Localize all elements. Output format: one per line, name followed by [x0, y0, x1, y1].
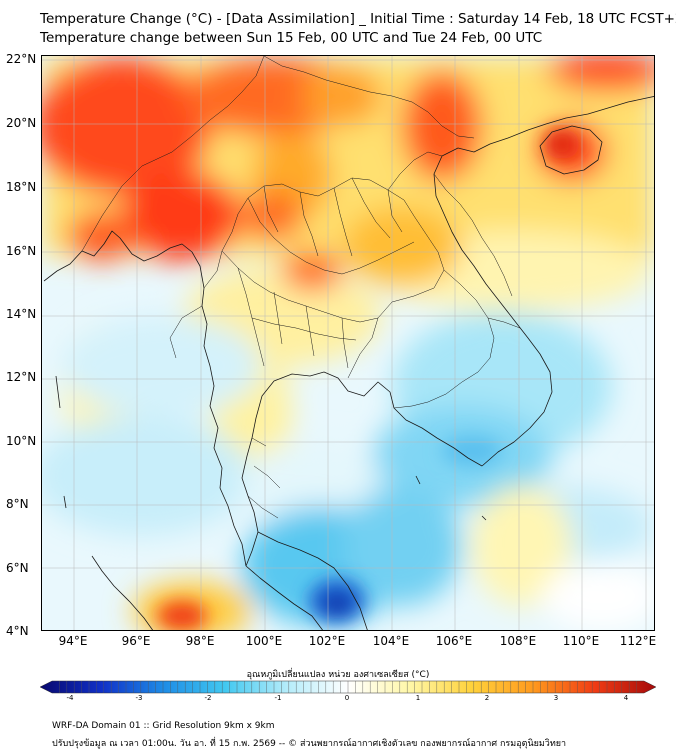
map-subtitle: Temperature change between Sun 15 Feb, 0… [40, 30, 543, 46]
map-gridlines [42, 56, 654, 630]
lat-label-4n: 4°N [6, 624, 29, 638]
colorbar-tick: -2 [204, 694, 212, 702]
lon-label-96e: 96°E [121, 634, 151, 648]
province-line-south [247, 437, 281, 519]
lon-label-112e: 112°E [619, 634, 657, 648]
lon-label-110e: 110°E [562, 634, 600, 648]
province-line-1 [247, 197, 415, 275]
colorbar-tick: -1 [274, 694, 282, 702]
colorbar-tick: 4 [623, 694, 629, 702]
coast-vietnam [433, 129, 553, 467]
province-line-3 [351, 177, 403, 239]
lat-label-12n: 12°N [6, 370, 37, 384]
colorbar-tick: -4 [66, 694, 74, 702]
colorbar-tick: 0 [344, 694, 350, 702]
map-canvas [42, 56, 654, 630]
small-islands [415, 475, 487, 521]
temperature-extremes [157, 129, 580, 630]
lon-label-102e: 102°E [308, 634, 346, 648]
colorbar-tick: 1 [415, 694, 421, 702]
lat-label-6n: 6°N [6, 561, 29, 575]
province-line-4 [221, 250, 379, 323]
coast-west [43, 230, 247, 567]
border-cambodia [393, 269, 495, 409]
lat-label-14n: 14°N [6, 307, 37, 321]
map-panel[interactable] [41, 55, 655, 631]
lon-label-106e: 106°E [435, 634, 473, 648]
lat-label-16n: 16°N [6, 244, 37, 258]
lat-label-20n: 20°N [6, 116, 37, 130]
footer-model-info: WRF-DA Domain 01 :: Grid Resolution 9km … [52, 721, 275, 731]
colorbar-tick: 3 [553, 694, 559, 702]
lat-label-18n: 18°N [6, 180, 37, 194]
border-thailand [203, 177, 445, 379]
lon-label-98e: 98°E [185, 634, 215, 648]
colorbar [40, 680, 656, 694]
coast-china [527, 96, 654, 131]
islands-andaman [55, 375, 67, 509]
map-title: Temperature Change (°C) - [Data Assimila… [40, 11, 676, 27]
province-line-2 [263, 185, 353, 257]
colorbar-tick: 2 [484, 694, 490, 702]
lat-label-8n: 8°N [6, 497, 29, 511]
coast-sumatra [91, 555, 154, 630]
lat-label-22n: 22°N [6, 52, 37, 66]
border-myanmar-south [169, 305, 203, 359]
border-myanmar [81, 56, 265, 252]
island-hainan [539, 125, 603, 175]
lon-label-108e: 108°E [499, 634, 537, 648]
border-laos-vietnam [487, 317, 521, 329]
province-line-6 [251, 317, 357, 341]
lat-label-10n: 10°N [6, 434, 37, 448]
coast-gulf [241, 371, 483, 567]
admin-borders [81, 56, 521, 519]
coastlines [43, 96, 654, 630]
colorbar-tick: -3 [135, 694, 143, 702]
border-vietnam-interior [433, 173, 513, 297]
footer-credit: ปรับปรุงข้อมูล ณ เวลา 01:00น. วัน อา. ที… [52, 739, 567, 749]
colorbar-title: อุณหภูมิเปลี่ยนแปลง หน่วย องศาเซลเซียส (… [246, 670, 430, 680]
lon-label-94e: 94°E [58, 634, 88, 648]
coast-malay-west [245, 565, 323, 630]
lon-label-104e: 104°E [372, 634, 410, 648]
lon-label-100e: 100°E [245, 634, 283, 648]
border-china [263, 56, 475, 139]
colorbar-tick-marks [59, 681, 637, 693]
coast-malay-east [257, 531, 368, 630]
border-laos-north [387, 151, 443, 191]
